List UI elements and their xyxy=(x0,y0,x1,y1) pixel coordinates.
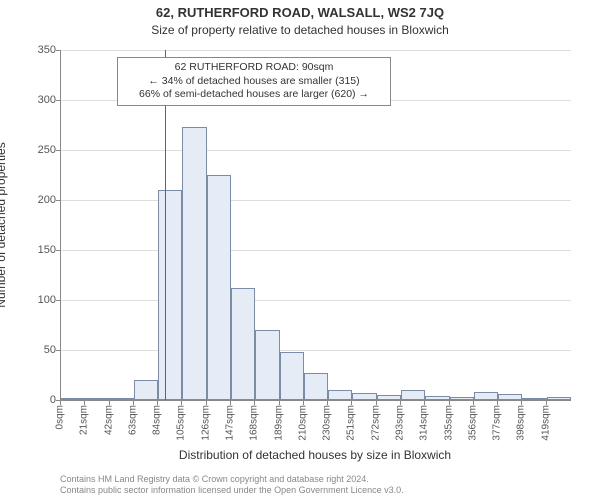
x-tick-label: 84sqm xyxy=(152,405,163,435)
y-tick xyxy=(56,350,61,351)
y-tick xyxy=(56,150,61,151)
histogram-bar xyxy=(134,380,158,400)
chart-container: { "titles": { "main": "62, RUTHERFORD RO… xyxy=(0,0,600,500)
x-tick-label: 398sqm xyxy=(516,405,527,441)
y-tick-label: 50 xyxy=(26,344,56,356)
grid-line xyxy=(61,300,571,301)
x-tick-label: 230sqm xyxy=(322,405,333,441)
histogram-bar xyxy=(352,393,376,400)
x-tick-label: 314sqm xyxy=(419,405,430,441)
x-tick-label: 335sqm xyxy=(443,405,454,441)
x-tick-label: 105sqm xyxy=(176,405,187,441)
attribution-line1: Contains HM Land Registry data © Crown c… xyxy=(60,474,570,485)
grid-line xyxy=(61,350,571,351)
y-tick-label: 150 xyxy=(26,244,56,256)
y-tick xyxy=(56,300,61,301)
info-box: 62 RUTHERFORD ROAD: 90sqm← 34% of detach… xyxy=(117,57,391,106)
y-tick xyxy=(56,100,61,101)
x-tick-label: 189sqm xyxy=(273,405,284,441)
histogram-bar xyxy=(280,352,304,400)
x-tick-label: 377sqm xyxy=(492,405,503,441)
x-tick-label: 21sqm xyxy=(79,405,90,435)
histogram-bar xyxy=(255,330,279,400)
x-tick-label: 42sqm xyxy=(103,405,114,435)
grid-line xyxy=(61,250,571,251)
y-tick-label: 300 xyxy=(26,94,56,106)
info-box-line: 62 RUTHERFORD ROAD: 90sqm xyxy=(124,61,384,75)
x-tick-label: 293sqm xyxy=(395,405,406,441)
histogram-bar xyxy=(182,127,206,400)
y-tick-label: 100 xyxy=(26,294,56,306)
y-tick-label: 250 xyxy=(26,144,56,156)
x-tick-label: 272sqm xyxy=(370,405,381,441)
histogram-bar xyxy=(474,392,498,400)
x-tick-label: 251sqm xyxy=(346,405,357,441)
x-tick-label: 210sqm xyxy=(297,405,308,441)
x-tick-label: 126sqm xyxy=(200,405,211,441)
x-tick-label: 63sqm xyxy=(127,405,138,435)
x-tick-label: 0sqm xyxy=(55,405,66,429)
attribution: Contains HM Land Registry data © Crown c… xyxy=(60,474,570,497)
grid-line xyxy=(61,50,571,51)
title-sub: Size of property relative to detached ho… xyxy=(0,23,600,37)
histogram-bar xyxy=(401,390,425,400)
plot-area: 05010015020025030035062 RUTHERFORD ROAD:… xyxy=(60,50,571,401)
y-tick-label: 200 xyxy=(26,194,56,206)
attribution-line2: Contains public sector information licen… xyxy=(60,485,570,496)
histogram-bar xyxy=(158,190,182,400)
x-axis: 0sqm21sqm42sqm63sqm84sqm105sqm126sqm147s… xyxy=(60,400,570,450)
y-tick xyxy=(56,250,61,251)
y-tick-label: 0 xyxy=(26,394,56,406)
info-box-line: ← 34% of detached houses are smaller (31… xyxy=(124,75,384,89)
grid-line xyxy=(61,150,571,151)
histogram-bar xyxy=(207,175,231,400)
histogram-bar xyxy=(328,390,352,400)
title-main: 62, RUTHERFORD ROAD, WALSALL, WS2 7JQ xyxy=(0,5,600,20)
y-tick-label: 350 xyxy=(26,44,56,56)
y-tick xyxy=(56,200,61,201)
histogram-bar xyxy=(231,288,255,400)
x-tick-label: 356sqm xyxy=(467,405,478,441)
y-tick xyxy=(56,50,61,51)
x-tick-label: 147sqm xyxy=(225,405,236,441)
histogram-bar xyxy=(304,373,328,400)
grid-line xyxy=(61,200,571,201)
x-tick-label: 419sqm xyxy=(540,405,551,441)
x-tick-label: 168sqm xyxy=(249,405,260,441)
x-axis-title: Distribution of detached houses by size … xyxy=(60,448,570,462)
info-box-line: 66% of semi-detached houses are larger (… xyxy=(124,88,384,102)
y-axis-title: Number of detached properties xyxy=(0,142,8,307)
